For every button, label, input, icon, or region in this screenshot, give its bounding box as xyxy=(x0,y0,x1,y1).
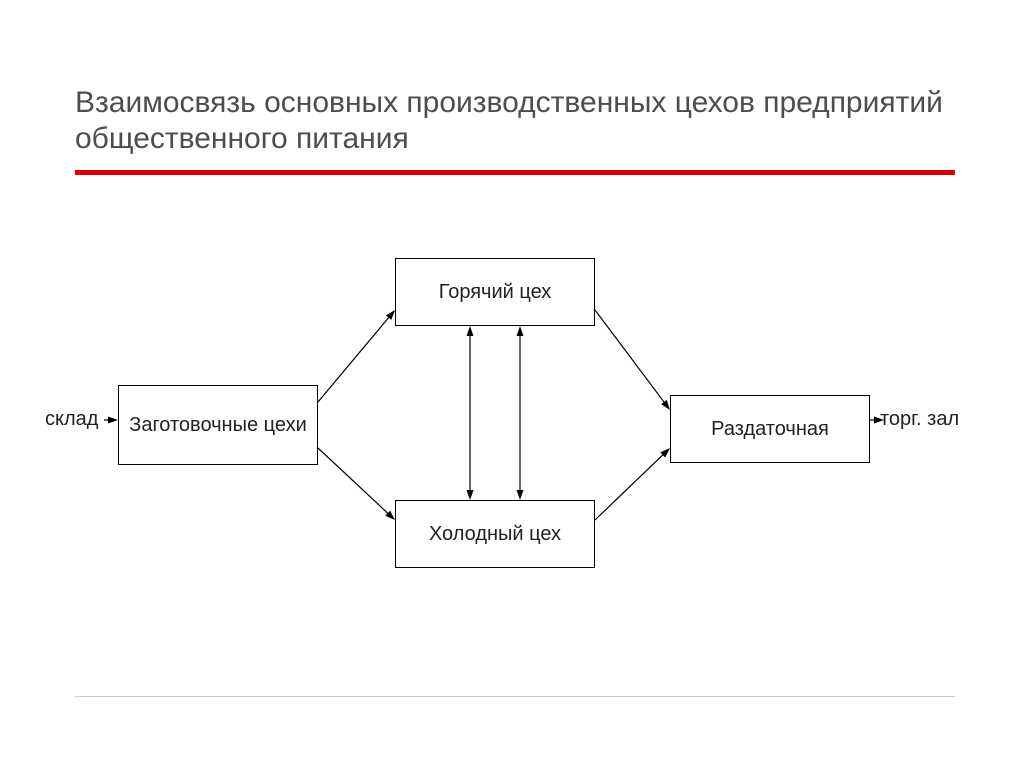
node-label: Горячий цех xyxy=(439,281,552,304)
slide-title: Взаимосвязь основных производственных це… xyxy=(75,85,945,157)
footer-rule xyxy=(75,696,955,697)
node-label: Холодный цех xyxy=(429,523,561,546)
node-label: Заготовочные цехи xyxy=(129,414,307,437)
node-zagotovochnye: Заготовочные цехи xyxy=(118,385,318,465)
title-accent-rule xyxy=(75,170,955,175)
slide: Взаимосвязь основных производственных це… xyxy=(0,0,1024,767)
label-torg-zal: торг. зал xyxy=(880,408,959,431)
node-label: Раздаточная xyxy=(711,418,829,441)
label-sklad: склад xyxy=(45,408,98,431)
node-hot: Горячий цех xyxy=(395,258,595,326)
node-razdatochnaya: Раздаточная xyxy=(670,395,870,463)
node-cold: Холодный цех xyxy=(395,500,595,568)
